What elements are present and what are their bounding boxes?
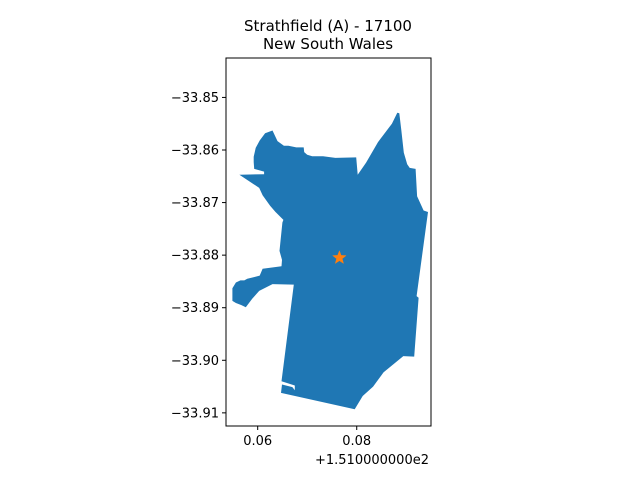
axes-frame	[225, 57, 432, 427]
y-tick-label: −33.87	[171, 196, 219, 211]
x-tick-label: 0.08	[342, 434, 371, 449]
map-title-line1: Strathfield (A) - 17100	[244, 17, 412, 35]
y-tick-label: −33.86	[171, 144, 219, 159]
y-tick-label: −33.85	[171, 91, 219, 106]
y-tick-label: −33.89	[171, 301, 219, 316]
plot-area: −33.85 −33.86 −33.87 −33.88 −33.89 −33.90 −33.…	[171, 57, 432, 449]
x-tick-label: 0.06	[243, 434, 272, 449]
map-title-line2: New South Wales	[263, 35, 393, 53]
y-tick-label: −33.91	[171, 406, 219, 421]
y-tick-label: −33.88	[171, 249, 219, 264]
x-axis-offset-text: +1.510000000e2	[315, 453, 429, 468]
y-tick-label: −33.90	[171, 354, 219, 369]
region-polygon	[232, 112, 428, 410]
centroid-star-marker	[332, 250, 347, 264]
